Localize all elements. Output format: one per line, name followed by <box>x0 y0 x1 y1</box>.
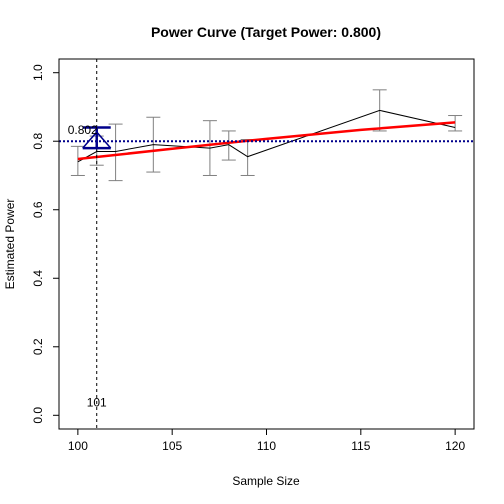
estimate-power-label: 0.802 <box>68 123 98 137</box>
chart-title: Power Curve (Target Power: 0.800) <box>151 24 381 40</box>
x-tick-label: 105 <box>162 439 182 453</box>
y-tick-label: 0.4 <box>31 270 45 287</box>
x-tick-label: 100 <box>68 439 88 453</box>
estimate-n-label: 101 <box>87 395 107 409</box>
y-tick-label: 0.8 <box>31 133 45 150</box>
chart-marks-layer <box>59 59 474 429</box>
observed-power-line <box>77 109 456 163</box>
y-tick-label: 1.0 <box>31 64 45 81</box>
x-tick-label: 120 <box>445 439 465 453</box>
x-axis-title: Sample Size <box>232 474 300 488</box>
estimate-ci-wedge <box>82 130 112 149</box>
y-tick-label: 0.0 <box>31 407 45 424</box>
y-axis-title: Estimated Power <box>3 199 17 290</box>
y-tick-label: 0.2 <box>31 338 45 355</box>
fitted-power-curve <box>77 121 456 161</box>
plot-frame <box>58 58 475 430</box>
x-tick-label: 110 <box>257 439 276 453</box>
y-tick-label: 0.6 <box>31 201 45 218</box>
x-tick-label: 115 <box>351 439 370 453</box>
